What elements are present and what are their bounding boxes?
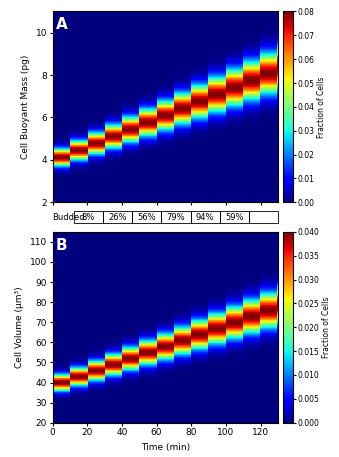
Bar [132,211,161,223]
Bar [191,211,220,223]
Y-axis label: Cell Buoyant Mass (pg): Cell Buoyant Mass (pg) [21,55,30,159]
Bar [103,211,132,223]
Y-axis label: Fraction of Cells: Fraction of Cells [317,76,326,138]
Y-axis label: Cell Volume (μm³): Cell Volume (μm³) [15,287,24,368]
Text: 59%: 59% [225,213,243,222]
Text: 79%: 79% [167,213,185,222]
Text: A: A [56,17,68,32]
Bar [161,211,191,223]
Text: B: B [56,238,67,253]
Text: 56%: 56% [138,213,156,222]
Bar [74,211,103,223]
Bar [249,211,278,223]
Text: 94%: 94% [196,213,214,222]
X-axis label: Time (min): Time (min) [141,443,190,452]
Y-axis label: Fraction of Cells: Fraction of Cells [322,297,331,358]
Bar [220,211,249,223]
Text: 8%: 8% [82,213,95,222]
Text: Budded: Budded [53,213,85,222]
Text: 26%: 26% [108,213,127,222]
